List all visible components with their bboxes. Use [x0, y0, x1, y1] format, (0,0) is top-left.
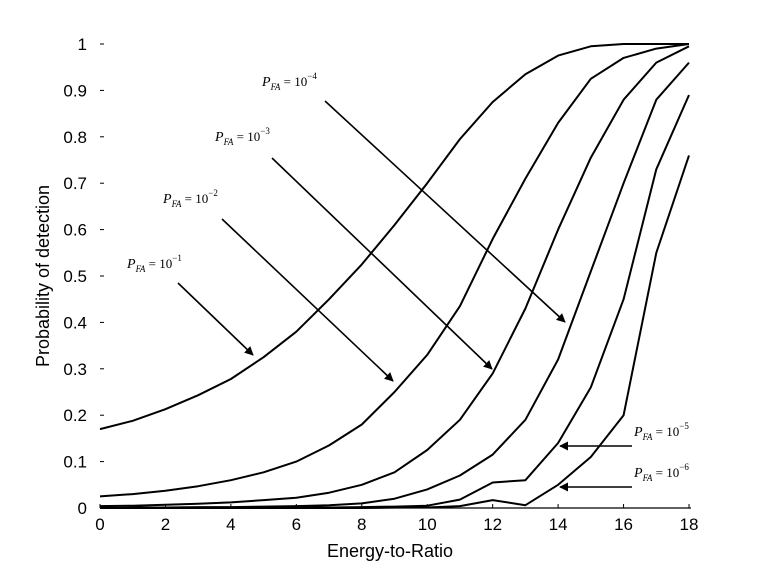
pfa-exponent: −2	[208, 188, 218, 198]
pfa-symbol: P	[633, 466, 643, 481]
pfa-subscript: FA	[135, 264, 146, 274]
y-tick-label: 0.4	[63, 313, 87, 332]
pfa-annotation-label: PFA = 10−5	[633, 421, 689, 442]
y-tick-label: 0.2	[63, 406, 87, 425]
y-tick-label: 0.6	[63, 221, 87, 240]
pfa-equals-ten: = 10	[145, 256, 172, 271]
y-axis-label: Probability of detection	[33, 185, 53, 367]
annotation-arrow	[324, 100, 566, 323]
x-tick-label: 0	[95, 515, 104, 534]
pfa-equals-ten: = 10	[280, 74, 307, 89]
pfa-subscript: FA	[642, 432, 653, 442]
y-tick-label: 0.7	[63, 174, 87, 193]
x-axis-label: Energy-to-Ratio	[327, 541, 453, 561]
pfa-symbol: P	[261, 75, 271, 90]
pfa-symbol: P	[633, 425, 643, 440]
annotation-arrow	[177, 282, 254, 356]
pfa-symbol: P	[214, 130, 224, 145]
series-line-6	[100, 155, 690, 509]
pfa-annotation-label: PFA = 10−3	[214, 126, 270, 147]
data-lines	[99, 43, 690, 509]
y-tick-label: 1	[78, 35, 87, 54]
y-tick-label: 0	[78, 499, 87, 518]
x-tick-label: 18	[680, 515, 699, 534]
pfa-subscript: FA	[642, 473, 653, 483]
pfa-equals-ten: = 10	[652, 424, 679, 439]
annotation-arrow	[221, 218, 394, 382]
pfa-symbol: P	[126, 257, 136, 272]
pfa-exponent: −1	[172, 253, 182, 263]
series-line-2	[99, 43, 690, 498]
pfa-equals-ten: = 10	[181, 191, 208, 206]
series-line-1	[99, 43, 689, 431]
annotation-arrows	[177, 100, 632, 492]
pfa-subscript: FA	[223, 137, 234, 147]
pfa-exponent: −6	[679, 462, 689, 472]
pfa-subscript: FA	[270, 82, 281, 92]
x-tick-label: 10	[418, 515, 437, 534]
axes: 0 2 4 6 8 10 12 14 16 18 0 0.1 0.2 0.3 0.4 0.5 0.6 0.7 0.8…	[63, 35, 698, 534]
x-tick-label: 2	[161, 515, 170, 534]
pfa-annotation-label: PFA = 10−1	[126, 253, 182, 274]
series-line-4	[99, 61, 690, 509]
pfa-annotation-label: PFA = 10−6	[633, 462, 689, 483]
x-tick-label: 16	[614, 515, 633, 534]
pfa-subscript: FA	[171, 199, 182, 209]
pfa-symbol: P	[162, 192, 172, 207]
pfa-exponent: −4	[307, 71, 317, 81]
pfa-annotation-label: PFA = 10−2	[162, 188, 218, 209]
pfa-exponent: −5	[679, 421, 689, 431]
pfa-equals-ten: = 10	[233, 129, 260, 144]
y-tick-label: 0.1	[63, 453, 87, 472]
annotation-arrow	[271, 157, 493, 370]
pfa-equals-ten: = 10	[652, 465, 679, 480]
y-tick-label: 0.5	[63, 267, 87, 286]
pfa-annotation-label: PFA = 10−4	[261, 71, 317, 92]
series-line-3	[99, 45, 690, 508]
y-tick-label: 0.3	[63, 360, 87, 379]
x-tick-label: 6	[292, 515, 301, 534]
y-tick-label: 0.9	[63, 81, 87, 100]
x-tick-label: 14	[549, 515, 568, 534]
y-tick-label: 0.8	[63, 128, 87, 147]
pfa-exponent: −3	[260, 126, 270, 136]
x-tick-label: 12	[483, 515, 502, 534]
x-tick-label: 4	[226, 515, 235, 534]
x-tick-label: 8	[357, 515, 366, 534]
